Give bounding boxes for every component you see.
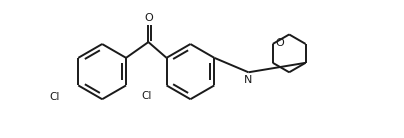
Text: Cl: Cl [50, 92, 60, 102]
Text: N: N [244, 75, 252, 85]
Text: Cl: Cl [142, 91, 152, 101]
Text: O: O [276, 38, 284, 48]
Text: O: O [144, 13, 153, 23]
